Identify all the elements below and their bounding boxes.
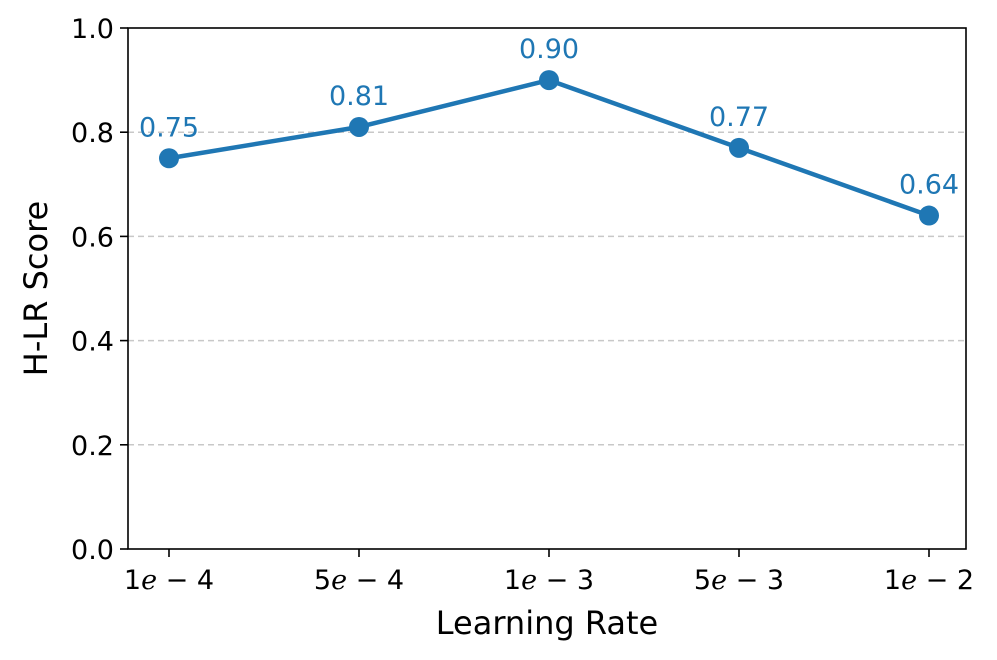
y-tick-label: 1.0 [71,14,114,45]
axes: 0.0 0.2 0.4 0.6 0.8 1.0 1e − 4 5e − 4 1e − 3 5e −… [71,14,974,596]
data-label-1e-3: 0.90 [519,34,579,65]
x-tick-label: 1e − 4 [124,565,214,596]
grid-lines [128,131,966,446]
y-tick-label: 0.0 [71,535,114,566]
y-tick-label: 0.6 [71,222,114,253]
data-point-5e-4 [349,116,369,137]
x-tick-label: 5e − 4 [314,565,404,596]
data-label-1e-2: 0.64 [899,170,959,201]
x-axis-title: Learning Rate [436,604,658,642]
data-label-5e-3: 0.77 [709,102,769,133]
labels-layer: 0.75 0.81 0.90 0.77 0.64 [139,34,959,200]
series-layer [159,70,939,226]
y-axis-title: H-LR Score [17,201,55,376]
series-line [166,77,932,218]
data-point-5e-3 [729,137,749,158]
data-point-1e-4 [159,148,179,169]
x-tick-label: 1e − 2 [884,565,974,596]
data-point-1e-3 [539,70,559,91]
plot-frame [127,27,967,550]
data-label-1e-4: 0.75 [139,112,199,143]
data-point-1e-2 [919,205,939,226]
y-tick-label: 0.8 [71,118,114,149]
x-tick-label: 1e − 3 [504,565,594,596]
x-tick-label: 5e − 3 [694,565,784,596]
data-label-5e-4: 0.81 [329,81,389,112]
y-tick-label: 0.2 [71,431,114,462]
y-tick-label: 0.4 [71,327,114,358]
